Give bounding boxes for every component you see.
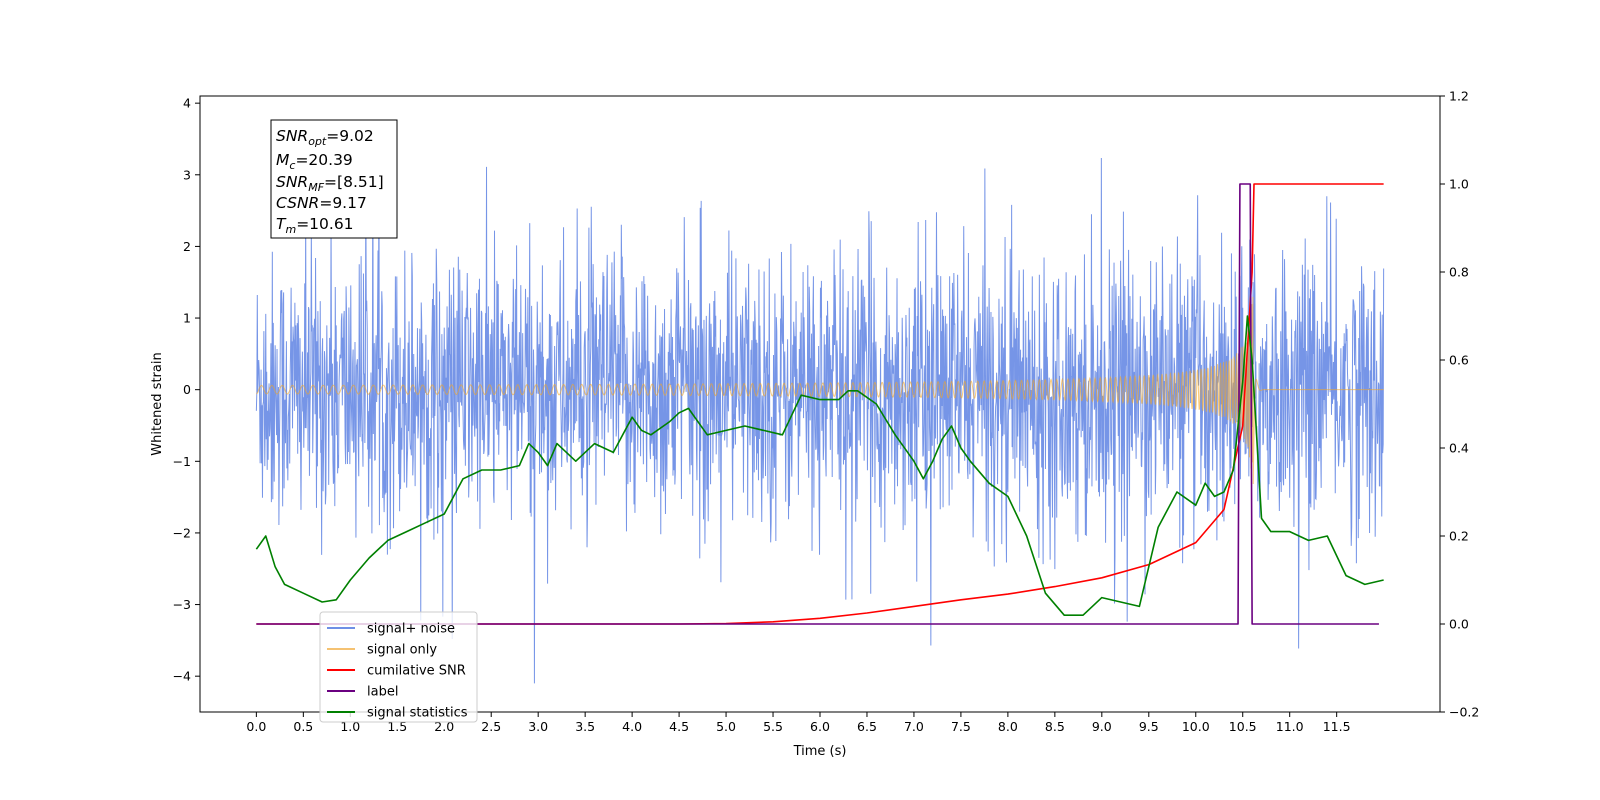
y-right-tick-label: 0.4: [1449, 441, 1469, 456]
y-left-tick-label: −3: [173, 597, 191, 612]
y-right-tick-label: 0.0: [1449, 617, 1469, 632]
x-tick-label: 6.5: [857, 719, 877, 734]
y-left-tick-label: −4: [173, 669, 191, 684]
series-cumulative-snr-line: [256, 183, 1384, 625]
x-tick-label: 4.5: [669, 719, 689, 734]
x-tick-label: 5.0: [716, 719, 736, 734]
x-tick-label: 4.0: [622, 719, 642, 734]
x-tick-label: 7.5: [951, 719, 971, 734]
y-right-tick-label: 1.2: [1449, 89, 1469, 104]
y-left-tick-label: 2: [183, 239, 191, 254]
x-tick-label: 11.0: [1276, 719, 1304, 734]
x-tick-label: 8.0: [998, 719, 1018, 734]
legend-label: label: [367, 685, 398, 700]
x-tick-label: 1.5: [387, 719, 407, 734]
series-signal-noise-line: [255, 130, 1385, 684]
series-signal-statistics-line: [255, 315, 1384, 617]
x-tick-label: 0.0: [246, 719, 266, 734]
y-right-tick-label: 1.0: [1449, 177, 1469, 192]
y-right-tick-label: 0.8: [1449, 265, 1469, 280]
x-tick-label: 11.5: [1323, 719, 1351, 734]
y-axis-label: Whitened strain: [150, 352, 165, 455]
x-tick-label: 2.5: [481, 719, 501, 734]
x-tick-label: 0.5: [293, 719, 313, 734]
legend-label: signal only: [367, 643, 437, 658]
y-left-tick-label: 0: [183, 382, 191, 397]
series-label-line: [256, 183, 1379, 625]
annotation-snr-mf: SNRMF=[8.51]: [276, 173, 384, 194]
x-tick-label: 3.5: [575, 719, 595, 734]
y-right-tick-label: −0.2: [1449, 705, 1479, 720]
x-tick-label: 6.0: [810, 719, 830, 734]
legend-label: signal+ noise: [367, 622, 455, 637]
series-signal-only-line: [256, 296, 1384, 485]
x-tick-label: 2.0: [434, 719, 454, 734]
x-tick-label: 1.0: [340, 719, 360, 734]
x-tick-label: 9.5: [1139, 719, 1159, 734]
x-axis-label: Time (s): [793, 744, 847, 759]
x-tick-label: 8.5: [1045, 719, 1065, 734]
legend-label: cumilative SNR: [367, 664, 466, 679]
legend-label: signal statistics: [367, 706, 468, 721]
ticks-layer: 0.0 0.5 1.0 1.5 2.0 2.5 3.0 3.5 4.0 4.5 5.0 5.5 6.0 6…: [173, 89, 1480, 735]
y-left-tick-label: −2: [173, 525, 191, 540]
annotation-mc: Mc=20.39: [276, 151, 353, 172]
y-left-tick-label: 4: [183, 96, 191, 111]
y-left-tick-label: 3: [183, 167, 191, 182]
annotation-snr-opt: SNRopt=9.02: [276, 127, 374, 148]
annotation-tm: Tm=10.61: [276, 215, 354, 236]
x-tick-label: 5.5: [763, 719, 783, 734]
y-left-tick-label: −1: [173, 454, 191, 469]
x-tick-label: 7.0: [904, 719, 924, 734]
legend-box: [319, 611, 478, 723]
legend: signal+ noise signal only cumilative SNR la…: [319, 611, 478, 723]
annotation-csnr: CSNR=9.17: [276, 194, 367, 212]
y-right-tick-label: 0.6: [1449, 353, 1469, 368]
plot-layer: [255, 130, 1385, 684]
x-tick-label: 9.0: [1092, 719, 1112, 734]
y-right-tick-label: 0.2: [1449, 529, 1469, 544]
annotation-box: SNRopt=9.02 Mc=20.39 SNRMF=[8.51] CSNR=9…: [270, 119, 398, 239]
x-tick-label: 10.5: [1229, 719, 1257, 734]
y-left-tick-label: 1: [183, 311, 191, 326]
x-tick-label: 3.0: [528, 719, 548, 734]
x-tick-label: 10.0: [1182, 719, 1210, 734]
